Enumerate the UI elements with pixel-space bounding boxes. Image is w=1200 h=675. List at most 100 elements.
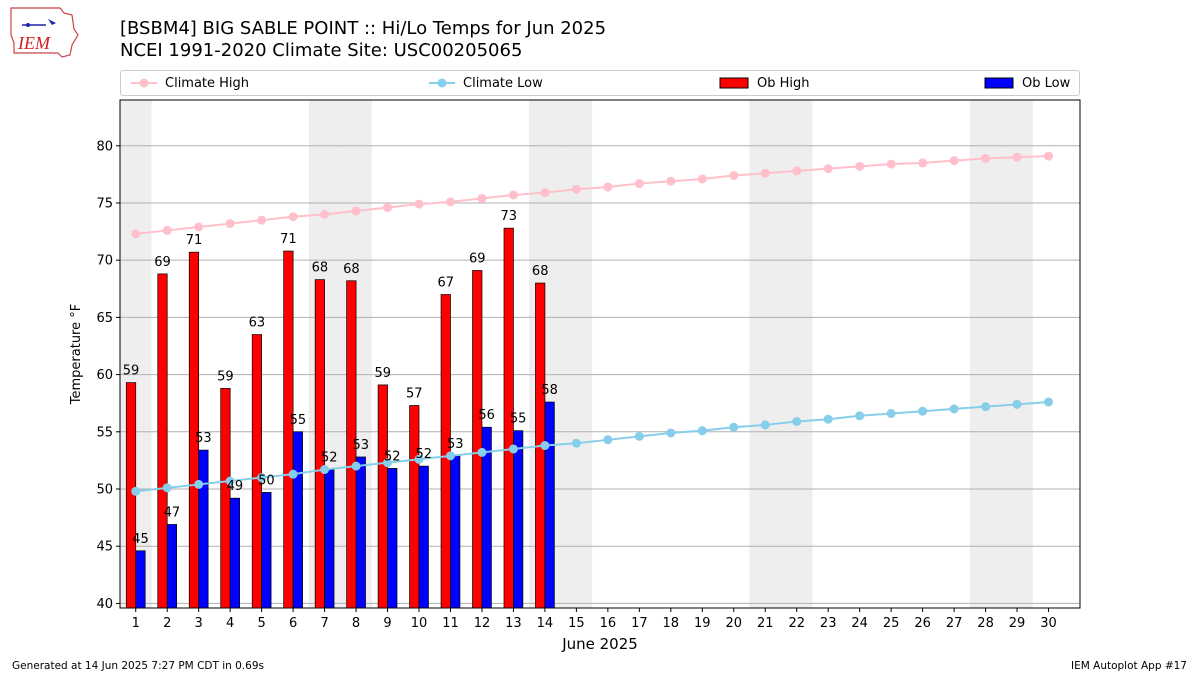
climate-low-point [194, 479, 204, 489]
climate-low-point [320, 465, 330, 475]
climate-low-point [225, 476, 235, 486]
climate-low-point [571, 438, 581, 448]
x-tick-label: 23 [820, 616, 837, 631]
climate-low-point [823, 414, 833, 424]
climate-high-point [1012, 152, 1022, 162]
ob-low-swatch [984, 77, 1014, 89]
weekend-shade [308, 100, 341, 608]
ob-high-value-label: 69 [469, 251, 486, 266]
climate-high-point [288, 212, 298, 222]
climate-low-point [792, 417, 802, 427]
climate-high-point [886, 159, 896, 169]
x-tick-label: 1 [132, 616, 140, 631]
x-tick-label: 17 [631, 616, 648, 631]
climate-high-point [351, 206, 361, 216]
x-tick-label: 19 [694, 616, 711, 631]
climate-low-point [257, 473, 267, 483]
climate-high-point [855, 161, 865, 171]
y-tick-label: 60 [96, 368, 113, 383]
ob-high-value-label: 59 [375, 366, 392, 381]
x-tick-label: 7 [320, 616, 328, 631]
ob-low-value-label: 55 [510, 412, 527, 427]
ob-high-value-label: 68 [343, 262, 360, 277]
climate-low-point [288, 469, 298, 479]
climate-low-point [383, 458, 393, 468]
ob-high-value-label: 67 [437, 276, 454, 291]
y-tick-label: 45 [96, 540, 113, 555]
y-tick-label: 70 [96, 254, 113, 269]
x-tick-label: 16 [600, 616, 617, 631]
y-tick-label: 75 [96, 196, 113, 211]
legend-climate-high: Climate High [131, 71, 249, 95]
ob-low-bar [324, 469, 335, 609]
legend-ob-high-label: Ob High [757, 75, 810, 91]
ob-low-bar [481, 426, 492, 609]
ob-high-bar [346, 280, 357, 609]
climate-low-point [949, 404, 959, 414]
climate-high-point [225, 219, 235, 229]
ob-high-value-label: 69 [154, 255, 171, 270]
x-tick-label: 4 [226, 616, 234, 631]
weekend-shade [780, 100, 813, 608]
climate-low-point [603, 435, 613, 445]
climate-high-point [571, 184, 581, 194]
climate-low-point [1012, 399, 1022, 409]
x-tick-label: 3 [195, 616, 203, 631]
y-tick-label: 55 [96, 425, 113, 440]
x-tick-label: 11 [442, 616, 459, 631]
x-tick-label: 22 [788, 616, 805, 631]
climate-high-point [477, 193, 487, 203]
ob-low-bar [261, 492, 272, 609]
climate-low-point [540, 441, 550, 451]
ob-low-value-label: 52 [415, 447, 432, 462]
legend: Climate High Climate Low Ob High Ob Low [120, 70, 1080, 96]
ob-low-bar [513, 430, 524, 609]
x-tick-label: 8 [352, 616, 360, 631]
ob-low-value-label: 55 [290, 413, 307, 428]
ob-high-value-label: 73 [500, 209, 517, 224]
climate-low-point [855, 411, 865, 421]
ob-low-value-label: 53 [353, 438, 370, 453]
climate-high-point [949, 156, 959, 166]
legend-ob-low: Ob Low [984, 71, 1070, 95]
climate-high-point [445, 197, 455, 207]
ob-high-bar [188, 251, 200, 609]
y-axis-label: Temperature °F [69, 304, 84, 405]
ob-high-value-label: 68 [532, 264, 549, 279]
climate-high-point [540, 188, 550, 198]
climate-low-point [477, 447, 487, 457]
weekend-shade [340, 100, 372, 608]
climate-high-point [634, 179, 644, 189]
ob-high-bar [157, 273, 168, 609]
chart-title: [BSBM4] BIG SABLE POINT :: Hi/Lo Temps f… [120, 18, 607, 39]
legend-ob-low-label: Ob Low [1022, 75, 1071, 91]
climate-high-point [383, 203, 393, 213]
ob-low-bar [229, 497, 240, 609]
ob-high-value-label: 71 [280, 232, 297, 247]
x-tick-label: 20 [725, 616, 742, 631]
weekend-shade [120, 100, 152, 608]
ob-low-bar [544, 401, 555, 609]
plot-frame [119, 99, 1081, 609]
climate-low-point [918, 406, 928, 416]
x-tick-label: 9 [383, 616, 391, 631]
ob-low-value-label: 58 [541, 383, 558, 398]
x-tick-label: 21 [757, 616, 774, 631]
climate-low-point [634, 431, 644, 441]
app-credit: IEM Autoplot App #17 [1071, 660, 1187, 672]
x-tick-label: 13 [505, 616, 522, 631]
climate-high-point [320, 209, 330, 219]
ob-low-value-label: 53 [447, 437, 464, 452]
climate-low-point [697, 426, 707, 436]
y-tick-label: 80 [96, 139, 113, 154]
climate-high-point [508, 190, 518, 200]
x-tick-label: 28 [977, 616, 994, 631]
climate-low-point [414, 454, 424, 464]
ob-high-bar [283, 250, 294, 609]
ob-low-bar [198, 449, 209, 609]
x-tick-label: 14 [537, 616, 554, 631]
y-tick-label: 65 [96, 311, 113, 326]
ob-high-bar [409, 405, 420, 609]
x-tick-label: 10 [411, 616, 428, 631]
ob-high-value-label: 63 [249, 316, 266, 331]
